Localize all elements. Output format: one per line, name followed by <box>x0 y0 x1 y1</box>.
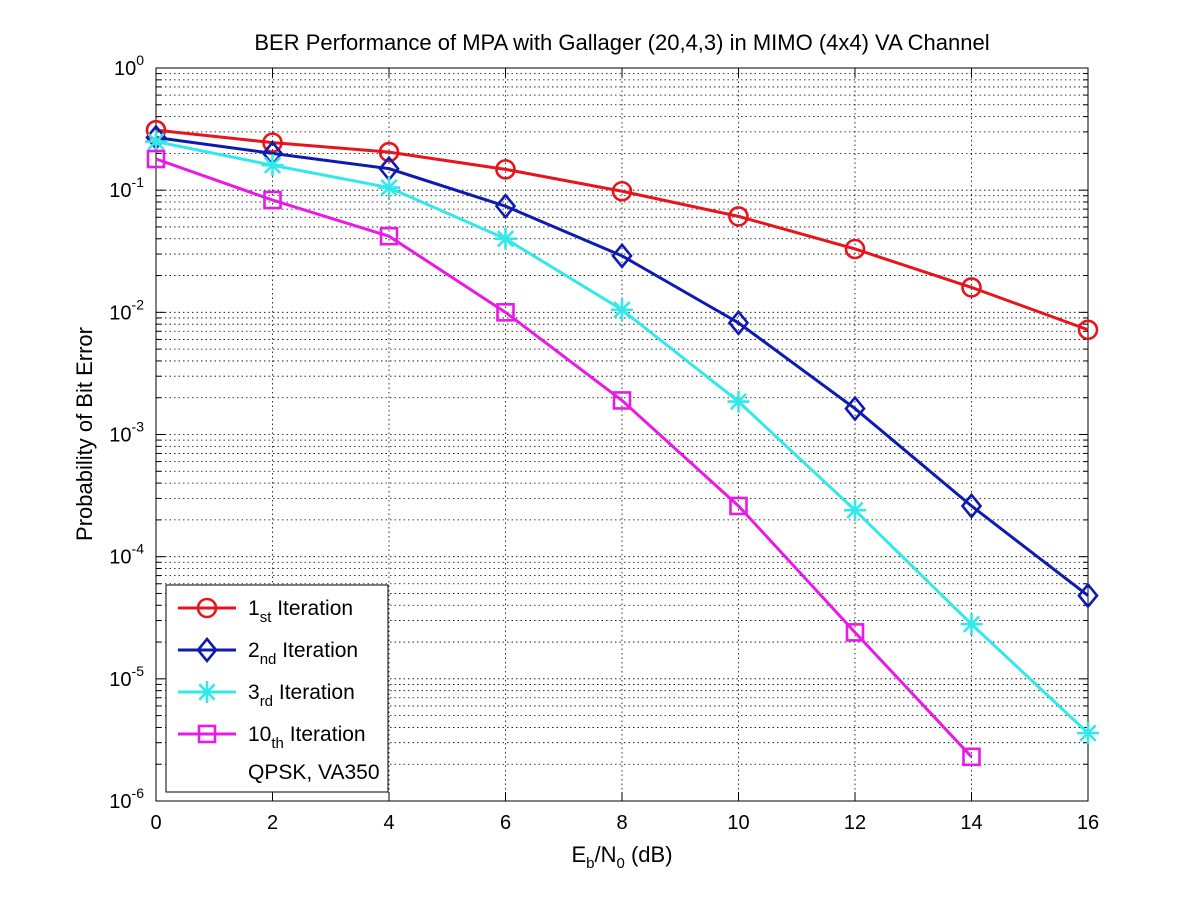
diamond-marker <box>1077 582 1099 609</box>
series-4 <box>146 149 981 767</box>
series-2 <box>145 124 1099 609</box>
asterisk-marker <box>1077 722 1099 745</box>
series-3 <box>145 130 1099 745</box>
y-tick-label: 10-1 <box>109 174 144 202</box>
circle-marker <box>844 238 866 260</box>
circle-marker <box>611 180 633 202</box>
square-marker <box>197 724 217 744</box>
diamond-marker <box>196 636 218 664</box>
diamond-marker <box>727 309 750 336</box>
asterisk-marker <box>145 130 167 153</box>
x-tick-label: 6 <box>500 812 511 834</box>
asterisk-marker <box>494 227 517 250</box>
circle-marker <box>196 597 218 619</box>
square-marker <box>845 623 865 642</box>
axis-ticks: 0 2 4 6 8 10 12 14 16 100 10-1 10-2 10-3 10-4 10-5 10-6 <box>109 52 1099 834</box>
circle-marker <box>728 206 749 227</box>
x-tick-label: 0 <box>150 812 161 834</box>
asterisk-marker <box>611 298 633 321</box>
circle-marker <box>495 159 516 180</box>
series-1 <box>145 119 1099 341</box>
asterisk-marker <box>960 613 983 636</box>
square-marker <box>263 190 282 210</box>
x-tick-label: 12 <box>844 812 866 834</box>
x-tick-label: 16 <box>1077 812 1099 834</box>
chart-title: BER Performance of MPA with Gallager (20… <box>254 30 989 55</box>
square-marker <box>612 391 632 410</box>
x-tick-label: 2 <box>267 812 278 834</box>
y-tick-label: 10-2 <box>109 296 144 324</box>
legend: 1st Iteration 2nd Iteration 3rd Iteration 1… <box>165 584 389 793</box>
series-layer <box>145 119 1099 767</box>
y-tick-label: 100 <box>114 52 144 80</box>
square-marker <box>729 496 748 516</box>
legend-label: 3rd Iteration <box>248 681 355 710</box>
series-line <box>155 157 973 758</box>
legend-label: 2nd Iteration <box>248 639 358 668</box>
diamond-marker <box>494 193 517 220</box>
asterisk-marker <box>727 390 750 413</box>
y-axis-label: Probability of Bit Error <box>72 327 97 541</box>
legend-label: 1st Iteration <box>248 597 353 626</box>
x-tick-label: 4 <box>383 812 394 834</box>
diamond-marker <box>960 492 983 520</box>
circle-marker <box>262 132 283 153</box>
asterisk-marker <box>378 176 400 199</box>
asterisk-marker <box>844 499 866 522</box>
x-axis-label: Eb/N0 (dB) <box>571 842 672 872</box>
asterisk-marker <box>261 154 284 177</box>
series-line <box>155 135 1089 597</box>
series-line <box>155 128 1089 332</box>
y-tick-label: 10-4 <box>109 541 144 569</box>
legend-label: 10th Iteration <box>248 723 366 752</box>
x-tick-label: 14 <box>960 812 982 834</box>
legend-note: QPSK, VA350 <box>248 761 380 784</box>
diamond-marker <box>844 395 866 422</box>
square-marker <box>962 747 981 767</box>
asterisk-marker <box>196 681 218 703</box>
diamond-marker <box>611 242 633 269</box>
y-tick-label: 10-5 <box>109 663 144 691</box>
x-tick-label: 10 <box>727 812 749 834</box>
circle-marker <box>961 277 982 298</box>
square-marker <box>496 303 515 322</box>
circle-marker <box>378 141 400 163</box>
x-tick-label: 8 <box>616 812 627 834</box>
square-marker <box>146 149 166 169</box>
square-marker <box>379 226 399 246</box>
circle-marker <box>1077 319 1099 341</box>
y-tick-label: 10-6 <box>109 785 144 813</box>
y-tick-label: 10-3 <box>109 419 144 447</box>
